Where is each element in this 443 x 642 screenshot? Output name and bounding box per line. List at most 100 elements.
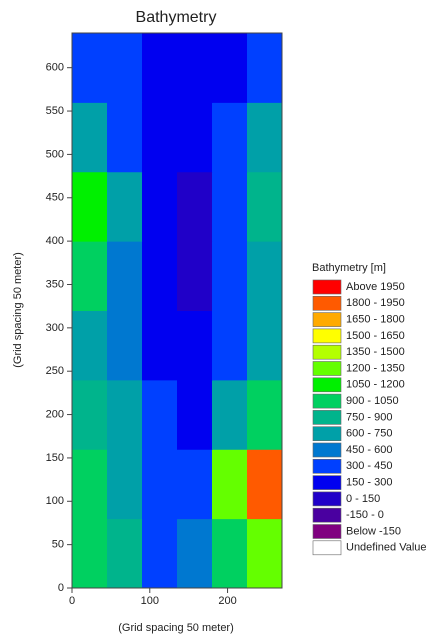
legend-swatch: [312, 507, 342, 523]
legend-label: 0 - 150: [346, 493, 380, 505]
legend-label: Above 1950: [346, 281, 405, 293]
heat-cell: [212, 241, 248, 311]
heat-cell: [177, 102, 213, 173]
legend-label: 600 - 750: [346, 428, 392, 440]
heat-cell: [142, 33, 178, 103]
heat-cell: [107, 310, 143, 381]
heat-cell: [142, 449, 178, 520]
x-tick-label: 0: [69, 595, 75, 607]
y-axis-label: (Grid spacing 50 meter): [12, 252, 24, 368]
heat-cell: [177, 171, 213, 242]
legend-label: 900 - 1050: [346, 395, 399, 407]
heat-cell: [212, 449, 248, 520]
legend-label: Undefined Value: [346, 542, 427, 554]
heat-cell: [107, 102, 143, 173]
heat-cell: [72, 379, 108, 450]
legend-label: 1350 - 1500: [346, 346, 405, 358]
heat-cell: [177, 241, 213, 311]
plot-frame: [71, 32, 283, 589]
x-tick-label: 100: [141, 595, 159, 607]
heat-cell: [107, 518, 143, 589]
legend-swatch: [312, 295, 342, 311]
heat-cell: [72, 33, 108, 103]
heat-cell: [72, 518, 108, 589]
heat-cell: [72, 310, 108, 381]
legend-swatch: [312, 491, 342, 507]
heat-cell: [72, 241, 108, 311]
heat-cell: [142, 241, 178, 311]
y-tick-label: 550: [46, 105, 64, 117]
heat-cell: [177, 518, 213, 589]
legend-label: 1500 - 1650: [346, 330, 405, 342]
legend-label: 150 - 300: [346, 477, 392, 489]
x-tick-label: 200: [218, 595, 236, 607]
legend-label: 750 - 900: [346, 411, 392, 423]
legend-swatch: [312, 328, 342, 344]
legend-swatch: [312, 393, 342, 409]
heat-cell: [107, 171, 143, 242]
legend-swatch: [312, 377, 342, 393]
legend-swatch: [312, 426, 342, 442]
y-tick-label: 450: [46, 192, 64, 204]
legend-label: 1650 - 1800: [346, 314, 405, 326]
heat-cell: [212, 102, 248, 173]
legend-swatch: [312, 540, 342, 556]
legend-label: Below -150: [346, 525, 401, 537]
legend-label: 1200 - 1350: [346, 362, 405, 374]
heat-cell: [212, 33, 248, 103]
legend-title: Bathymetry [m]: [312, 262, 386, 274]
heat-cell: [107, 449, 143, 520]
heat-cell: [247, 518, 283, 589]
heat-cell: [177, 310, 213, 381]
heat-cell: [142, 379, 178, 450]
legend-label: -150 - 0: [346, 509, 384, 521]
heat-cell: [212, 171, 248, 242]
heat-cell: [212, 379, 248, 450]
heat-cell: [212, 518, 248, 589]
legend-swatch: [312, 344, 342, 360]
legend-swatch: [312, 279, 342, 295]
legend-label: 1050 - 1200: [346, 379, 405, 391]
y-tick-label: 250: [46, 365, 64, 377]
y-tick-label: 50: [52, 539, 64, 551]
heat-cell: [107, 33, 143, 103]
legend-label: 300 - 450: [346, 460, 392, 472]
legend-swatch: [312, 361, 342, 376]
legend-swatch: [312, 458, 342, 474]
y-tick-label: 350: [46, 278, 64, 290]
heat-cell: [142, 310, 178, 381]
chart-title: Bathymetry: [136, 9, 217, 26]
heat-cell: [142, 518, 178, 589]
heat-cell: [247, 102, 283, 173]
heat-cell: [212, 310, 248, 381]
heat-cell: [247, 449, 283, 520]
heat-cell: [247, 33, 283, 103]
y-tick-label: 0: [58, 582, 64, 594]
heat-cell: [72, 102, 108, 173]
heat-cell: [72, 171, 108, 242]
y-tick-label: 200: [46, 408, 64, 420]
heat-cell: [247, 171, 283, 242]
heat-cell: [142, 171, 178, 242]
legend-swatch: [312, 410, 342, 425]
x-axis-label: (Grid spacing 50 meter): [118, 622, 234, 634]
y-tick-label: 300: [46, 322, 64, 334]
heat-cell: [177, 33, 213, 103]
heat-cell: [142, 102, 178, 173]
y-tick-label: 600: [46, 62, 64, 74]
heat-cell: [107, 241, 143, 311]
legend-swatch: [312, 312, 342, 327]
legend-swatch: [312, 524, 342, 539]
heat-cell: [247, 310, 283, 381]
legend-swatch: [312, 475, 342, 490]
heat-cell: [107, 379, 143, 450]
heat-cell: [247, 379, 283, 450]
legend-label: 1800 - 1950: [346, 297, 405, 309]
legend-swatch: [312, 442, 342, 458]
heat-cell: [177, 379, 213, 450]
y-tick-label: 500: [46, 148, 64, 160]
y-tick-label: 400: [46, 235, 64, 247]
y-tick-label: 100: [46, 495, 64, 507]
legend-label: 450 - 600: [346, 444, 392, 456]
